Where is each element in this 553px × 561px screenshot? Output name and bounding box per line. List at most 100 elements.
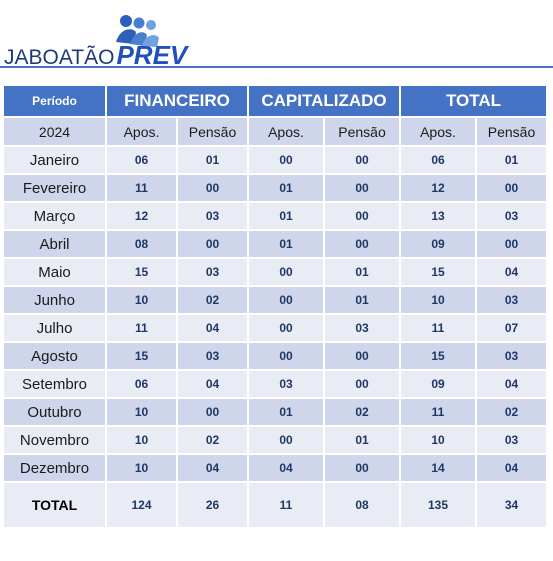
total-value-cell: 135 bbox=[399, 481, 477, 529]
table-row: Maio 15 03 00 01 15 04 bbox=[2, 257, 548, 287]
month-cell: Abril bbox=[2, 229, 107, 259]
value-cell: 15 bbox=[399, 257, 477, 287]
value-cell: 06 bbox=[399, 145, 477, 175]
value-cell: 04 bbox=[176, 313, 249, 343]
sub-header: Pensão bbox=[176, 116, 249, 147]
value-cell: 00 bbox=[247, 313, 325, 343]
value-cell: 00 bbox=[176, 173, 249, 203]
value-cell: 10 bbox=[105, 453, 178, 483]
value-cell: 14 bbox=[399, 453, 477, 483]
value-cell: 15 bbox=[105, 257, 178, 287]
value-cell: 11 bbox=[399, 397, 477, 427]
header-divider bbox=[0, 66, 553, 68]
value-cell: 00 bbox=[247, 341, 325, 371]
value-cell: 02 bbox=[323, 397, 401, 427]
sub-header: Pensão bbox=[323, 116, 401, 147]
value-cell: 01 bbox=[323, 257, 401, 287]
value-cell: 00 bbox=[247, 425, 325, 455]
total-value-cell: 11 bbox=[247, 481, 325, 529]
table-row: Novembro 10 02 00 01 10 03 bbox=[2, 425, 548, 455]
value-cell: 03 bbox=[475, 425, 548, 455]
value-cell: 00 bbox=[176, 229, 249, 259]
value-cell: 00 bbox=[176, 397, 249, 427]
value-cell: 04 bbox=[475, 257, 548, 287]
group-header-financeiro: FINANCEIRO bbox=[105, 84, 249, 118]
value-cell: 00 bbox=[475, 173, 548, 203]
value-cell: 01 bbox=[176, 145, 249, 175]
value-cell: 13 bbox=[399, 201, 477, 231]
value-cell: 03 bbox=[176, 341, 249, 371]
logo-main-text: JABOATÃO bbox=[4, 46, 115, 69]
value-cell: 11 bbox=[399, 313, 477, 343]
value-cell: 06 bbox=[105, 145, 178, 175]
sub-header: Apos. bbox=[247, 116, 325, 147]
month-cell: Janeiro bbox=[2, 145, 107, 175]
year-header: 2024 bbox=[2, 116, 107, 147]
value-cell: 10 bbox=[399, 285, 477, 315]
table-row: Julho 11 04 00 03 11 07 bbox=[2, 313, 548, 343]
total-value-cell: 26 bbox=[176, 481, 249, 529]
total-row: TOTAL 124 26 11 08 135 34 bbox=[2, 481, 548, 529]
month-cell: Fevereiro bbox=[2, 173, 107, 203]
value-cell: 03 bbox=[475, 341, 548, 371]
value-cell: 01 bbox=[247, 229, 325, 259]
table-row: Agosto 15 03 00 00 15 03 bbox=[2, 341, 548, 371]
total-value-cell: 124 bbox=[105, 481, 178, 529]
month-cell: Outubro bbox=[2, 397, 107, 427]
total-value-cell: 34 bbox=[475, 481, 548, 529]
value-cell: 00 bbox=[323, 229, 401, 259]
value-cell: 00 bbox=[247, 145, 325, 175]
value-cell: 01 bbox=[323, 425, 401, 455]
value-cell: 00 bbox=[475, 229, 548, 259]
month-cell: Março bbox=[2, 201, 107, 231]
table-row: Outubro 10 00 01 02 11 02 bbox=[2, 397, 548, 427]
value-cell: 04 bbox=[176, 453, 249, 483]
value-cell: 11 bbox=[105, 173, 178, 203]
month-cell: Maio bbox=[2, 257, 107, 287]
table-row: Junho 10 02 00 01 10 03 bbox=[2, 285, 548, 315]
value-cell: 03 bbox=[176, 201, 249, 231]
value-cell: 03 bbox=[475, 201, 548, 231]
value-cell: 01 bbox=[323, 285, 401, 315]
value-cell: 01 bbox=[247, 173, 325, 203]
value-cell: 04 bbox=[475, 369, 548, 399]
value-cell: 15 bbox=[399, 341, 477, 371]
value-cell: 02 bbox=[475, 397, 548, 427]
value-cell: 09 bbox=[399, 229, 477, 259]
sub-header: Apos. bbox=[399, 116, 477, 147]
logo-accent-text: PREV bbox=[116, 40, 188, 70]
value-cell: 00 bbox=[247, 257, 325, 287]
value-cell: 04 bbox=[475, 453, 548, 483]
value-cell: 00 bbox=[247, 285, 325, 315]
value-cell: 00 bbox=[323, 341, 401, 371]
value-cell: 03 bbox=[247, 369, 325, 399]
value-cell: 04 bbox=[176, 369, 249, 399]
sub-header: Pensão bbox=[475, 116, 548, 147]
month-cell: Novembro bbox=[2, 425, 107, 455]
table-row: Fevereiro 11 00 01 00 12 00 bbox=[2, 173, 548, 203]
value-cell: 01 bbox=[247, 397, 325, 427]
value-cell: 02 bbox=[176, 285, 249, 315]
value-cell: 01 bbox=[475, 145, 548, 175]
header-row-subs: 2024 Apos. Pensão Apos. Pensão Apos. Pen… bbox=[2, 116, 548, 147]
header-row-groups: Período FINANCEIRO CAPITALIZADO TOTAL bbox=[2, 84, 548, 118]
value-cell: 03 bbox=[176, 257, 249, 287]
month-cell: Junho bbox=[2, 285, 107, 315]
value-cell: 09 bbox=[399, 369, 477, 399]
value-cell: 00 bbox=[323, 173, 401, 203]
value-cell: 15 bbox=[105, 341, 178, 371]
value-cell: 02 bbox=[176, 425, 249, 455]
value-cell: 10 bbox=[399, 425, 477, 455]
value-cell: 08 bbox=[105, 229, 178, 259]
value-cell: 11 bbox=[105, 313, 178, 343]
value-cell: 00 bbox=[323, 145, 401, 175]
value-cell: 12 bbox=[399, 173, 477, 203]
value-cell: 10 bbox=[105, 285, 178, 315]
total-label: TOTAL bbox=[2, 481, 107, 529]
month-cell: Agosto bbox=[2, 341, 107, 371]
value-cell: 00 bbox=[323, 453, 401, 483]
value-cell: 04 bbox=[247, 453, 325, 483]
month-cell: Setembro bbox=[2, 369, 107, 399]
value-cell: 12 bbox=[105, 201, 178, 231]
value-cell: 10 bbox=[105, 397, 178, 427]
